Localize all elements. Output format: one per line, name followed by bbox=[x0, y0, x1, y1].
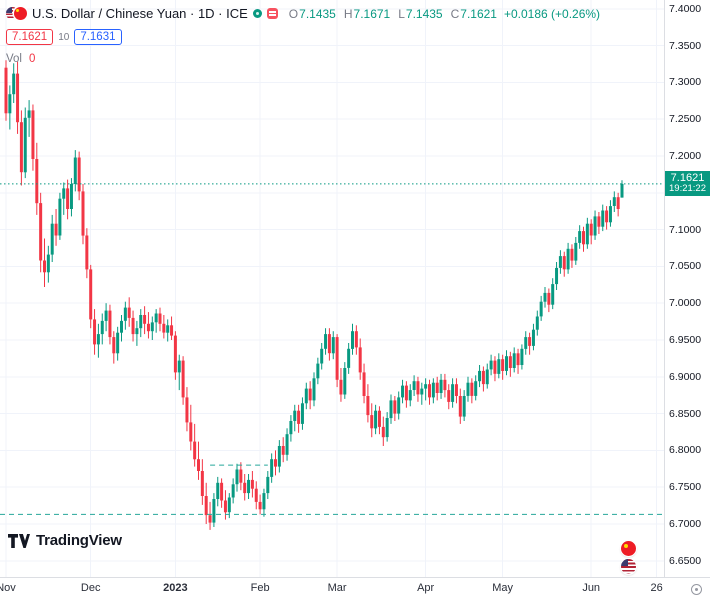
price-axis-label: 7.1000 bbox=[669, 223, 702, 236]
current-price-badge: 7.1621 19:21:22 bbox=[665, 170, 710, 196]
china-event-flag-icon[interactable] bbox=[621, 541, 636, 556]
price-axis-label: 7.3000 bbox=[669, 76, 702, 89]
volume-value: 0 bbox=[29, 53, 36, 65]
candlestick-chart[interactable] bbox=[0, 0, 664, 577]
price-axis-label: 6.9000 bbox=[669, 370, 702, 383]
time-axis-label: Feb bbox=[250, 582, 270, 594]
event-markers bbox=[621, 541, 637, 574]
time-axis-label: Jun bbox=[582, 582, 601, 594]
price-axis-label: 7.4000 bbox=[669, 2, 702, 15]
us-event-flag-icon[interactable] bbox=[621, 559, 636, 574]
symbol-title[interactable]: U.S. Dollar / Chinese Yuan · 1D · ICE bbox=[32, 6, 248, 21]
status-dot-icon[interactable] bbox=[252, 9, 262, 18]
price-axis-label: 7.0500 bbox=[669, 260, 702, 273]
axis-settings-icon[interactable] bbox=[691, 584, 702, 595]
time-axis-label: 2023 bbox=[163, 582, 188, 594]
price-axis-label: 6.8500 bbox=[669, 407, 702, 420]
high-label: H bbox=[343, 6, 353, 21]
time-axis-label: May bbox=[492, 582, 514, 594]
time-axis-label: Nov bbox=[0, 582, 16, 594]
price-axis-label: 7.2500 bbox=[669, 113, 702, 126]
open-value: 7.1435 bbox=[299, 6, 336, 21]
bid-price-badge[interactable]: 7.1621 bbox=[6, 29, 54, 45]
low-label: L bbox=[398, 6, 405, 21]
cn-flag-icon bbox=[14, 7, 27, 20]
gridlines bbox=[0, 0, 664, 577]
currency-pair-flags-icon bbox=[6, 7, 27, 20]
ask-price-badge[interactable]: 7.1631 bbox=[74, 29, 122, 45]
price-axis-label: 6.7500 bbox=[669, 481, 702, 494]
high-value: 7.1671 bbox=[353, 6, 391, 21]
low-value: 7.1435 bbox=[405, 6, 443, 21]
close-label: C bbox=[450, 6, 460, 21]
tradingview-logo[interactable]: TradingView bbox=[8, 532, 122, 549]
close-value: 7.1621 bbox=[460, 6, 497, 21]
price-axis-label: 6.7000 bbox=[669, 518, 702, 530]
time-axis-label: 26 bbox=[650, 582, 663, 594]
spread-value: 10 bbox=[58, 31, 70, 43]
candles bbox=[4, 60, 624, 530]
time-axis-label: Apr bbox=[417, 582, 435, 594]
price-axis[interactable]: 7.1621 19:21:22 7.4000 7.3500 7.3000 7.2500… bbox=[664, 0, 710, 577]
time-axis-label: Dec bbox=[80, 582, 101, 594]
tradingview-logomark-icon bbox=[8, 533, 30, 548]
time-axis-label: Mar bbox=[327, 582, 347, 594]
tradingview-brand-text: TradingView bbox=[36, 532, 122, 549]
time-axis[interactable]: Nov Dec 2023 Feb Mar Apr May Jun 26 bbox=[0, 577, 710, 600]
ohlc-values: O 7.1435 H 7.1671 L 7.1435 C 7.1621 bbox=[289, 7, 497, 21]
current-price: 7.1621 bbox=[670, 171, 705, 184]
price-axis-label: 6.9500 bbox=[669, 334, 702, 347]
price-axis-label: 6.8000 bbox=[669, 444, 702, 457]
legend-flag-icon[interactable] bbox=[266, 8, 278, 19]
price-axis-label: 6.6500 bbox=[669, 554, 702, 567]
price-levels bbox=[0, 183, 664, 515]
open-label: O bbox=[288, 6, 299, 21]
change-value: +0.0186 (+0.26%) bbox=[503, 6, 601, 21]
price-axis-label: 7.0000 bbox=[669, 297, 702, 310]
price-axis-label: 7.2000 bbox=[669, 150, 702, 163]
bar-countdown: 19:21:22 bbox=[669, 182, 706, 194]
price-axis-label: 7.3500 bbox=[669, 39, 702, 52]
volume-indicator-label[interactable]: Vol bbox=[6, 53, 22, 65]
